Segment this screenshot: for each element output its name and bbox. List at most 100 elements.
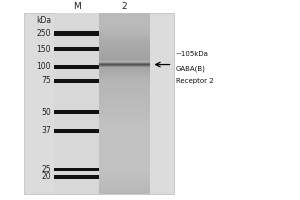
Bar — [99, 128, 150, 129]
Bar — [99, 93, 150, 94]
Bar — [99, 84, 150, 85]
Bar — [99, 46, 150, 47]
Bar — [99, 106, 150, 107]
Bar — [54, 79, 99, 83]
Bar — [99, 81, 150, 82]
Bar — [99, 88, 150, 89]
Bar — [99, 129, 150, 130]
Bar — [99, 191, 150, 192]
Bar — [54, 65, 99, 69]
Bar — [54, 168, 99, 171]
Bar — [99, 39, 150, 40]
Bar — [99, 56, 150, 57]
Bar — [99, 31, 150, 32]
Bar — [99, 172, 150, 173]
Bar — [99, 71, 150, 72]
Bar — [99, 168, 150, 169]
Bar — [99, 175, 150, 176]
Bar — [99, 82, 150, 83]
Text: 250: 250 — [37, 29, 51, 38]
Bar — [99, 187, 150, 188]
Bar — [99, 96, 150, 97]
Bar — [99, 189, 150, 190]
Bar — [99, 67, 150, 68]
Bar — [99, 73, 150, 74]
Bar — [99, 23, 150, 24]
Bar — [99, 59, 150, 60]
Bar — [99, 143, 150, 144]
Bar — [99, 185, 150, 186]
Bar — [99, 131, 150, 132]
Bar — [99, 140, 150, 141]
Bar — [99, 76, 150, 77]
Bar — [99, 77, 150, 78]
Bar — [99, 145, 150, 146]
Bar — [99, 130, 150, 131]
Bar — [99, 153, 150, 154]
Bar — [99, 103, 150, 104]
Bar — [99, 64, 150, 65]
Bar — [99, 44, 150, 45]
Bar — [99, 141, 150, 142]
Bar — [99, 160, 150, 161]
Bar — [99, 108, 150, 109]
Bar — [99, 113, 150, 114]
Bar — [99, 134, 150, 135]
Bar — [99, 167, 150, 168]
Bar — [99, 177, 150, 178]
Bar — [99, 58, 150, 59]
Bar — [99, 107, 150, 108]
Text: 75: 75 — [41, 76, 51, 85]
Bar — [99, 139, 150, 140]
Bar — [99, 157, 150, 158]
Bar — [99, 36, 150, 37]
Bar — [99, 146, 150, 147]
Bar — [99, 190, 150, 191]
Bar — [99, 192, 150, 193]
Bar — [99, 100, 150, 101]
Text: ~105kDa: ~105kDa — [176, 51, 208, 57]
Bar — [99, 22, 150, 23]
Bar — [99, 159, 150, 160]
Text: 150: 150 — [37, 45, 51, 54]
Bar — [99, 180, 150, 181]
Bar — [99, 38, 150, 39]
Bar — [99, 61, 150, 62]
Bar — [99, 70, 150, 71]
Bar — [99, 63, 150, 64]
Text: 37: 37 — [41, 126, 51, 135]
Bar — [54, 175, 99, 179]
Bar — [99, 94, 150, 95]
Text: M: M — [73, 2, 80, 11]
Bar — [99, 176, 150, 177]
Bar — [99, 51, 150, 52]
Bar — [54, 110, 99, 114]
Bar — [99, 183, 150, 184]
Bar — [99, 83, 150, 84]
Bar — [99, 114, 150, 115]
Bar — [99, 116, 150, 117]
Bar — [99, 26, 150, 27]
Bar — [99, 142, 150, 143]
Bar — [99, 85, 150, 86]
Bar — [99, 21, 150, 22]
Bar — [99, 186, 150, 187]
Bar — [99, 15, 150, 16]
Bar — [99, 37, 150, 38]
Text: kDa: kDa — [36, 16, 51, 25]
Text: GABA(B): GABA(B) — [176, 65, 206, 72]
Bar — [99, 162, 150, 163]
Bar — [99, 41, 150, 42]
Bar — [99, 152, 150, 153]
Bar — [99, 174, 150, 175]
Bar — [99, 79, 150, 80]
Bar — [99, 20, 150, 21]
Bar — [99, 69, 150, 70]
Bar — [99, 50, 150, 51]
Bar — [99, 133, 150, 134]
Bar — [99, 170, 150, 171]
Bar — [99, 48, 150, 49]
Bar — [99, 29, 150, 30]
Bar — [99, 47, 150, 48]
Bar — [99, 55, 150, 56]
